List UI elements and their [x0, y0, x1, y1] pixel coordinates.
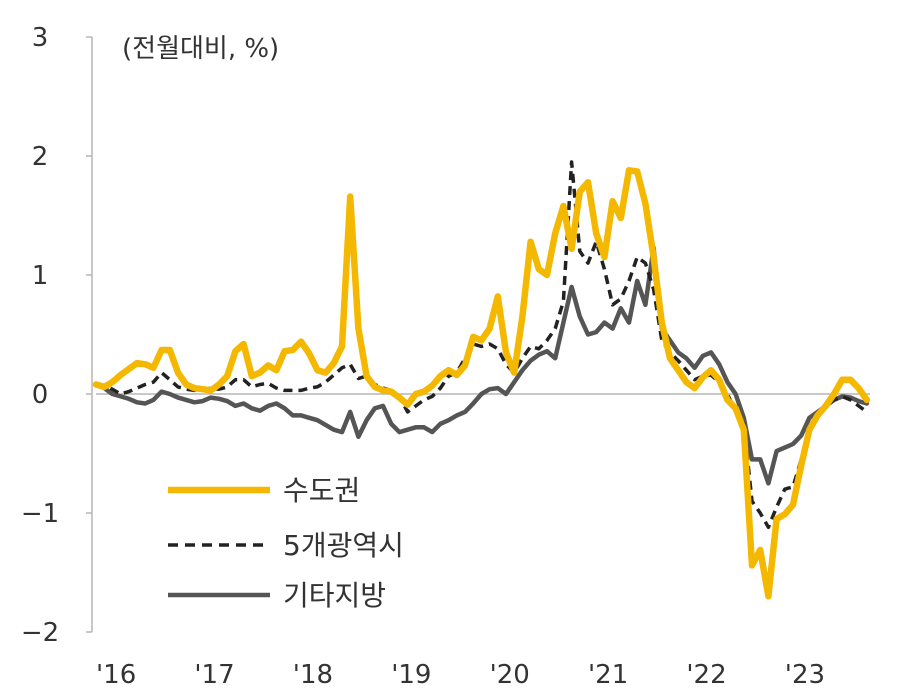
- unit-label: (전월대비, %): [122, 34, 279, 64]
- legend-label-3: 기타지방: [283, 579, 386, 612]
- x-tick-label: '22: [686, 660, 726, 688]
- legend-label-1: 수도권: [283, 474, 360, 507]
- series-line-1: [92, 167, 871, 600]
- x-tick-label: '23: [785, 660, 825, 688]
- legend-label-2: 5개광역시: [283, 529, 404, 562]
- y-tick-label: 1: [32, 261, 49, 291]
- y-axis: 3 2 1 0 −1 −2: [21, 23, 93, 648]
- x-axis: '16 '17 '18 '19 '20 '21 '22 '23: [96, 660, 825, 688]
- y-tick-label: 3: [32, 23, 49, 53]
- y-tick-label: 0: [32, 380, 49, 410]
- x-tick-label: '16: [96, 660, 136, 688]
- y-tick-label: −1: [21, 499, 59, 529]
- x-tick-label: '18: [293, 660, 333, 688]
- y-tick-label: −2: [21, 618, 59, 648]
- x-tick-label: '21: [588, 660, 628, 688]
- x-tick-label: '17: [194, 660, 234, 688]
- x-tick-label: '19: [391, 660, 431, 688]
- y-tick-label: 2: [32, 142, 49, 172]
- series-layer: [92, 160, 871, 600]
- series-line-2: [95, 160, 868, 530]
- x-tick-label: '20: [490, 660, 530, 688]
- series-line-3: [93, 245, 870, 486]
